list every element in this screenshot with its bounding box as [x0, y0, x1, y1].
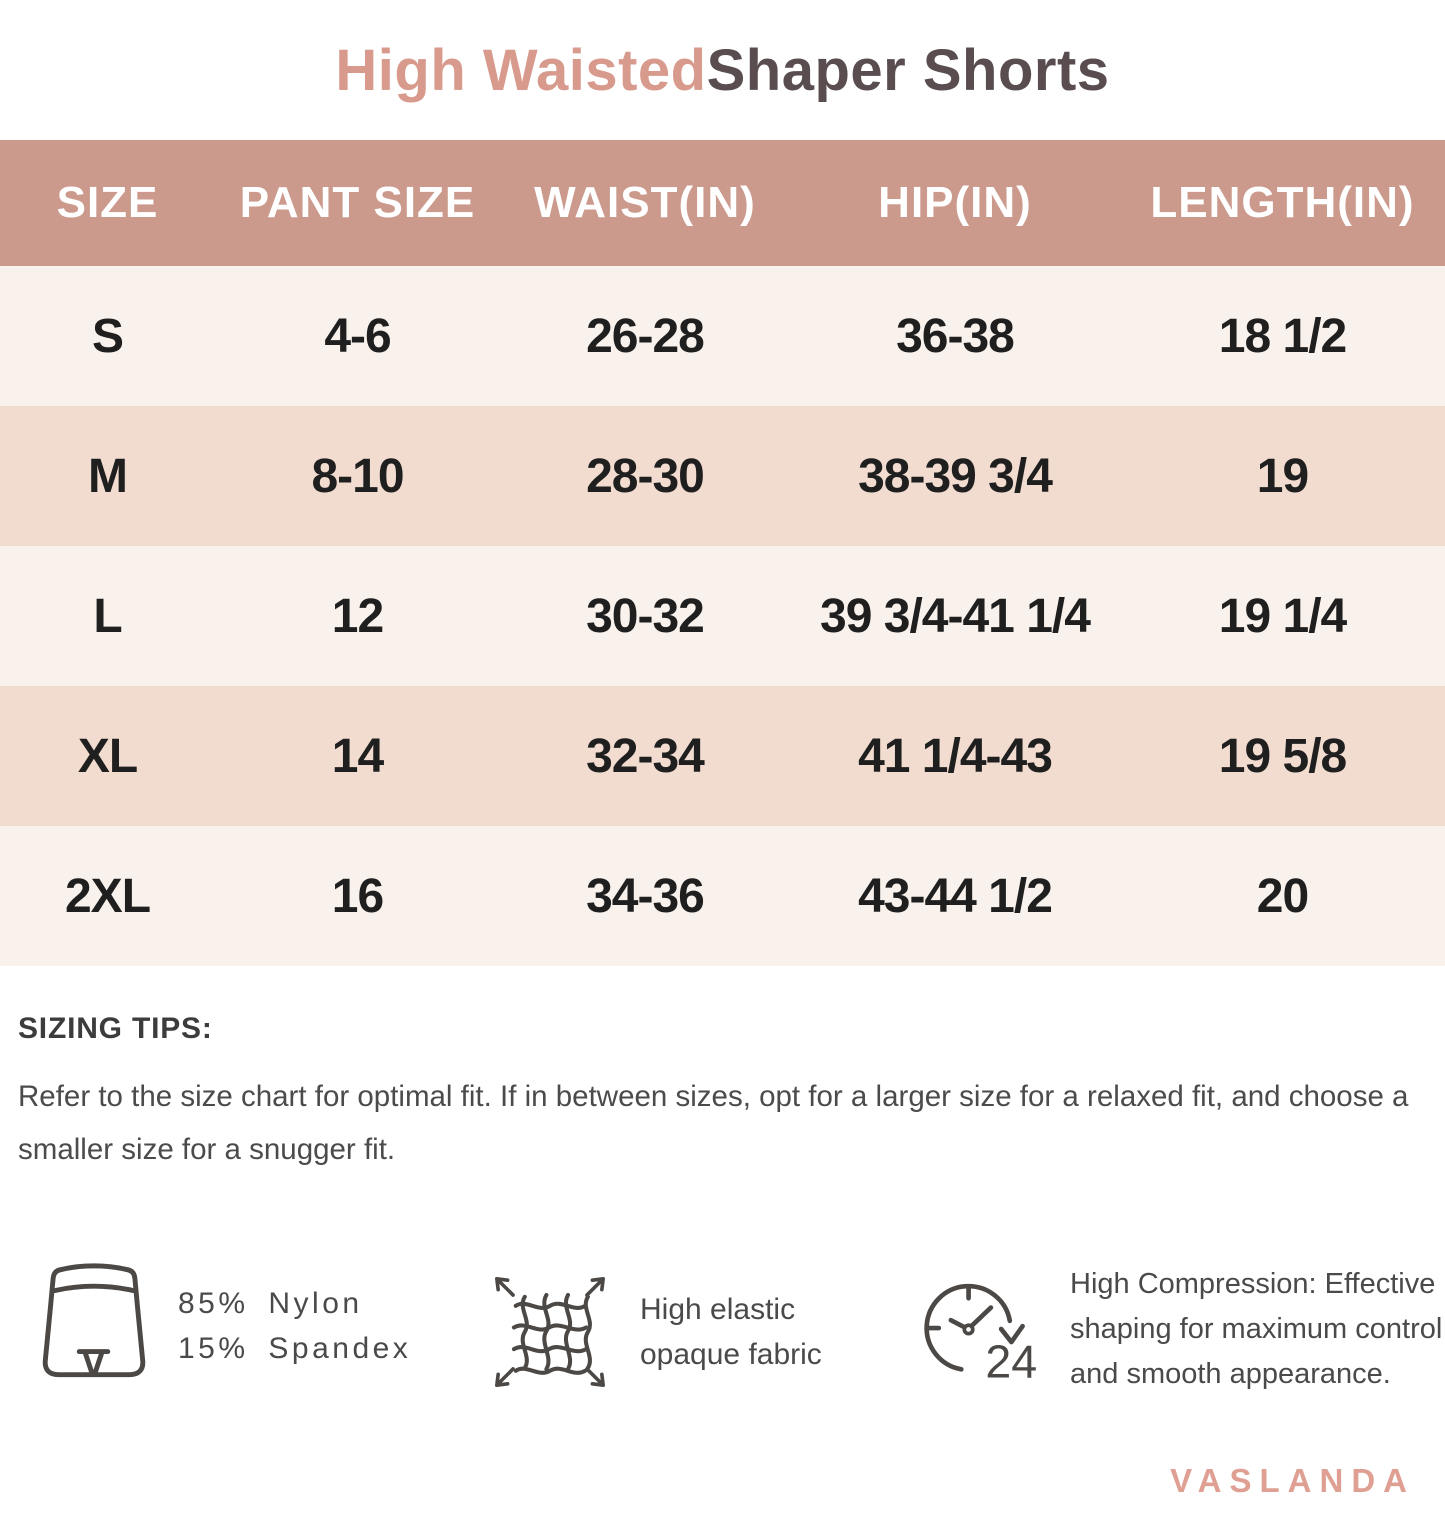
stretch-fabric-icon	[495, 1277, 605, 1387]
sizing-tips-section: SIZING TIPS: Refer to the size chart for…	[18, 1012, 1423, 1176]
table-cell: 32-34	[586, 729, 705, 783]
feature-material-text: 85% Nylon 15% Spandex	[178, 1281, 411, 1371]
table-row-l: L 12 30-32 39 3/4-41 1/4 19 1/4	[0, 546, 1445, 686]
feature-line: shaping for maximum control	[1070, 1312, 1443, 1345]
clock-24-label: 24	[985, 1336, 1037, 1384]
table-cell: L	[93, 589, 122, 643]
table-cell: 39 3/4-41 1/4	[820, 589, 1091, 643]
table-cell: 38-39 3/4	[858, 449, 1053, 503]
size-table: SIZE PANT SIZE WAIST(IN) HIP(IN) LENGTH(…	[0, 140, 1445, 966]
feature-line: 15% Spandex	[178, 1332, 412, 1365]
table-cell: 19	[1256, 449, 1309, 503]
column-header-pant: PANT SIZE	[239, 178, 476, 227]
table-cell: 41 1/4-43	[858, 729, 1053, 783]
table-cell: 16	[331, 869, 384, 923]
column-header-length: LENGTH(IN)	[1150, 178, 1415, 227]
table-cell: 28-30	[586, 449, 705, 503]
table-cell: 12	[331, 589, 384, 643]
table-row-xl: XL 14 32-34 41 1/4-43 19 5/8	[0, 686, 1445, 826]
sizing-tips-heading: SIZING TIPS:	[18, 1012, 213, 1045]
title-accent: High Waisted	[335, 37, 707, 103]
feature-line: and smooth appearance.	[1070, 1357, 1391, 1390]
table-cell: 4-6	[324, 309, 391, 363]
column-header-size: SIZE	[56, 178, 159, 227]
table-cell: S	[91, 309, 124, 363]
table-cell: 34-36	[586, 869, 705, 923]
table-cell: M	[88, 449, 128, 503]
table-cell: 26-28	[586, 309, 705, 363]
size-table-header-row: SIZE PANT SIZE WAIST(IN) HIP(IN) LENGTH(…	[0, 140, 1445, 266]
table-cell: XL	[77, 729, 138, 783]
table-row-s: S 4-6 26-28 36-38 18 1/2	[0, 266, 1445, 406]
shaper-shorts-icon	[42, 1263, 146, 1378]
page-title: High Waisted Shaper Shorts	[0, 0, 1445, 140]
column-header-hip: HIP(IN)	[878, 178, 1032, 227]
table-row-2xl: 2XL 16 34-36 43-44 1/2 20	[0, 826, 1445, 966]
table-cell: 19 5/8	[1218, 729, 1347, 783]
feature-compression: 24 High Compression: Effective shaping f…	[920, 1262, 1442, 1397]
feature-line: opaque fabric	[640, 1338, 822, 1371]
sizing-tips-body: Refer to the size chart for optimal fit.…	[18, 1080, 1409, 1167]
table-cell: 8-10	[311, 449, 404, 503]
size-table-body: S 4-6 26-28 36-38 18 1/2 M 8-10 28-30 38…	[0, 266, 1445, 966]
table-row-m: M 8-10 28-30 38-39 3/4 19	[0, 406, 1445, 546]
table-cell: 30-32	[586, 589, 705, 643]
feature-line: High Compression: Effective	[1070, 1268, 1436, 1300]
column-header-waist: WAIST(IN)	[534, 178, 756, 227]
table-cell: 2XL	[64, 869, 151, 923]
feature-line: 85% Nylon	[178, 1287, 363, 1320]
feature-line: High elastic	[640, 1293, 796, 1326]
table-cell: 14	[331, 729, 384, 783]
feature-compression-text: High Compression: Effective shaping for …	[1070, 1262, 1442, 1397]
table-cell: 19 1/4	[1218, 589, 1347, 643]
title-rest: Shaper Shorts	[706, 37, 1110, 103]
table-cell: 18 1/2	[1218, 309, 1347, 363]
feature-fabric-text: High elastic opaque fabric	[640, 1287, 822, 1377]
table-cell: 43-44 1/2	[858, 869, 1053, 923]
brand-logo: VASLANDA	[1170, 1462, 1415, 1499]
table-cell: 36-38	[896, 309, 1015, 363]
feature-fabric: High elastic opaque fabric	[486, 1268, 822, 1396]
table-cell: 20	[1256, 869, 1309, 923]
24-hour-clock-icon: 24	[924, 1284, 1037, 1384]
feature-material: 85% Nylon 15% Spandex	[34, 1260, 411, 1392]
